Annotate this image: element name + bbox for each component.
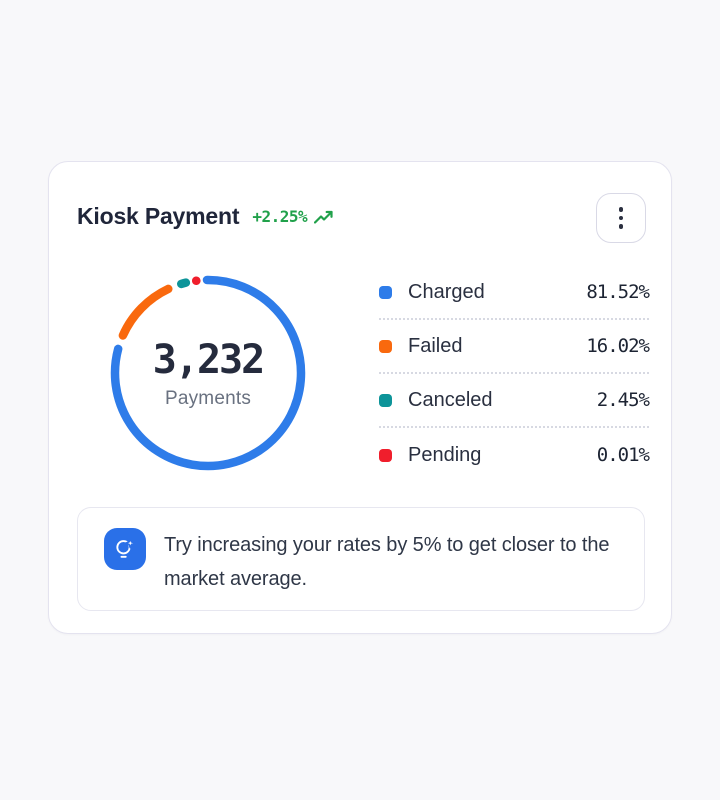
donut-segment-charged[interactable] <box>110 275 306 471</box>
legend-item-pending[interactable]: Pending 0.01% <box>379 428 650 482</box>
legend-item-charged[interactable]: Charged 81.52% <box>379 266 650 320</box>
pending-swatch-icon <box>379 448 392 462</box>
card-menu-button[interactable] <box>596 193 646 243</box>
tip-banner: Try increasing your rates by 5% to get c… <box>77 507 645 611</box>
donut-chart: 3,232 Payments <box>108 273 308 473</box>
card-title: Kiosk Payment <box>77 203 240 229</box>
trend-indicator: +2.25% <box>252 207 334 226</box>
canceled-swatch-icon <box>379 393 392 407</box>
donut-segment-failed[interactable] <box>118 284 173 340</box>
kebab-menu-icon <box>618 207 624 229</box>
charged-swatch-icon <box>379 285 392 299</box>
legend-label: Pending <box>408 443 482 466</box>
chart-legend: Charged 81.52% Failed 16.02% Canceled 2.… <box>379 266 650 482</box>
legend-value: 16.02% <box>586 335 650 357</box>
donut-segment-canceled[interactable] <box>177 278 191 289</box>
legend-value: 0.01% <box>596 444 650 466</box>
card-header: Kiosk Payment +2.25% <box>77 203 334 230</box>
legend-value: 81.52% <box>586 281 650 303</box>
legend-label: Charged <box>408 280 485 303</box>
lightbulb-sparkle-icon <box>112 536 138 562</box>
legend-label: Canceled <box>408 388 493 411</box>
trending-up-icon <box>314 209 334 225</box>
legend-item-failed[interactable]: Failed 16.02% <box>379 320 650 374</box>
tip-icon-badge <box>104 528 146 570</box>
tip-text: Try increasing your rates by 5% to get c… <box>164 534 610 590</box>
trend-value: +2.25% <box>252 207 308 226</box>
failed-swatch-icon <box>379 339 392 353</box>
legend-item-canceled[interactable]: Canceled 2.45% <box>379 374 650 428</box>
legend-value: 2.45% <box>596 389 650 411</box>
legend-label: Failed <box>408 334 463 357</box>
kiosk-payment-card: Kiosk Payment +2.25% 3,232 Payments <box>48 161 672 634</box>
